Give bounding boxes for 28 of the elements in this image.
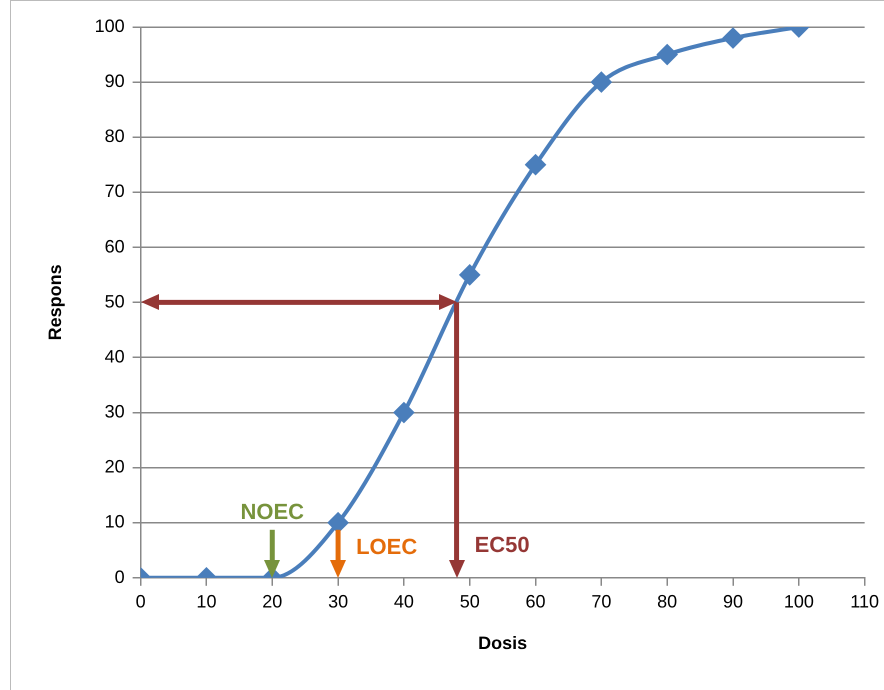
- x-tick-label: 110: [850, 592, 880, 612]
- x-tick-label: 20: [262, 592, 282, 612]
- x-tick-label: 40: [394, 592, 414, 612]
- y-tick-label: 80: [104, 126, 125, 146]
- y-tick-label: 70: [104, 181, 125, 202]
- x-tick-label: 50: [460, 592, 480, 612]
- x-axis-title: Dosis: [478, 633, 528, 654]
- ref-line-label: LOEC: [356, 534, 418, 559]
- x-tick-label: 10: [196, 592, 216, 612]
- y-tick-label: 100: [94, 16, 125, 36]
- y-tick-label: 20: [104, 456, 125, 477]
- ref-line-label: NOEC: [240, 498, 304, 524]
- y-tick-label: 10: [104, 512, 125, 532]
- y-tick-label: 40: [104, 346, 125, 366]
- y-tick-label: 60: [104, 236, 125, 256]
- y-tick-label: 30: [104, 402, 125, 422]
- ref-line-label: EC50: [474, 532, 530, 557]
- x-tick-label: 70: [591, 592, 612, 612]
- y-axis-title: Respons: [44, 264, 65, 340]
- x-tick-label: 80: [657, 592, 678, 612]
- x-tick-label: 90: [722, 592, 744, 612]
- y-tick-label: 90: [104, 71, 125, 92]
- x-tick-label: 100: [784, 592, 814, 612]
- y-tick-label: 0: [114, 566, 125, 587]
- x-tick-label: 30: [328, 592, 348, 612]
- x-tick-label: 0: [136, 592, 146, 612]
- y-tick-label: 50: [104, 291, 125, 312]
- x-tick-label: 60: [526, 592, 546, 612]
